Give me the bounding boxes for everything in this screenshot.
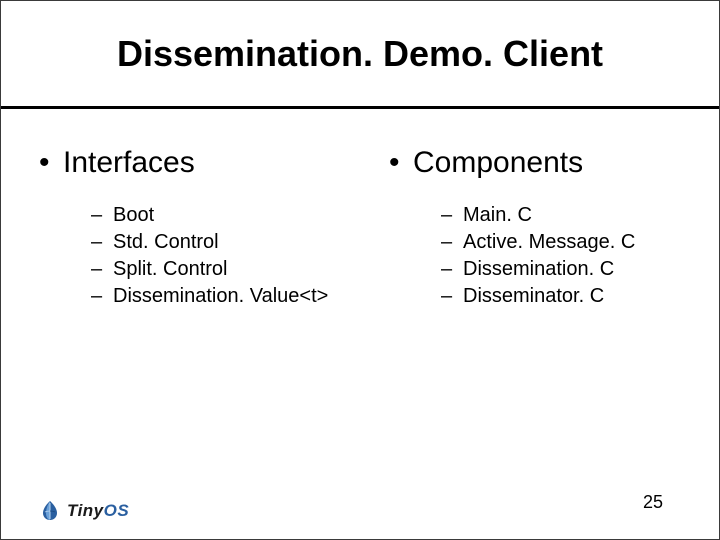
components-list: Main. C Active. Message. C Dissemination…: [389, 202, 719, 310]
title-band: Dissemination. Demo. Client: [1, 1, 719, 109]
logo-mark-icon: [37, 499, 63, 523]
logo-text-b: OS: [104, 501, 130, 520]
logo-text: TinyOS: [67, 501, 129, 521]
interfaces-list: Boot Std. Control Split. Control Dissemi…: [39, 202, 369, 310]
list-item: Std. Control: [91, 229, 369, 256]
interfaces-heading: Interfaces: [39, 146, 369, 180]
list-item: Split. Control: [91, 256, 369, 283]
logo-text-a: Tiny: [67, 501, 104, 520]
list-item: Dissemination. Value<t>: [91, 283, 369, 310]
content-area: Interfaces Boot Std. Control Split. Cont…: [1, 146, 719, 310]
left-column: Interfaces Boot Std. Control Split. Cont…: [1, 146, 369, 310]
tinyos-logo: TinyOS: [37, 499, 129, 523]
page-number: 25: [643, 492, 663, 513]
right-column: Components Main. C Active. Message. C Di…: [369, 146, 719, 310]
list-item: Disseminator. C: [441, 283, 719, 310]
list-item: Main. C: [441, 202, 719, 229]
list-item: Dissemination. C: [441, 256, 719, 283]
slide-title: Dissemination. Demo. Client: [117, 33, 603, 75]
components-heading: Components: [389, 146, 719, 180]
list-item: Active. Message. C: [441, 229, 719, 256]
list-item: Boot: [91, 202, 369, 229]
slide: Dissemination. Demo. Client Interfaces B…: [0, 0, 720, 540]
